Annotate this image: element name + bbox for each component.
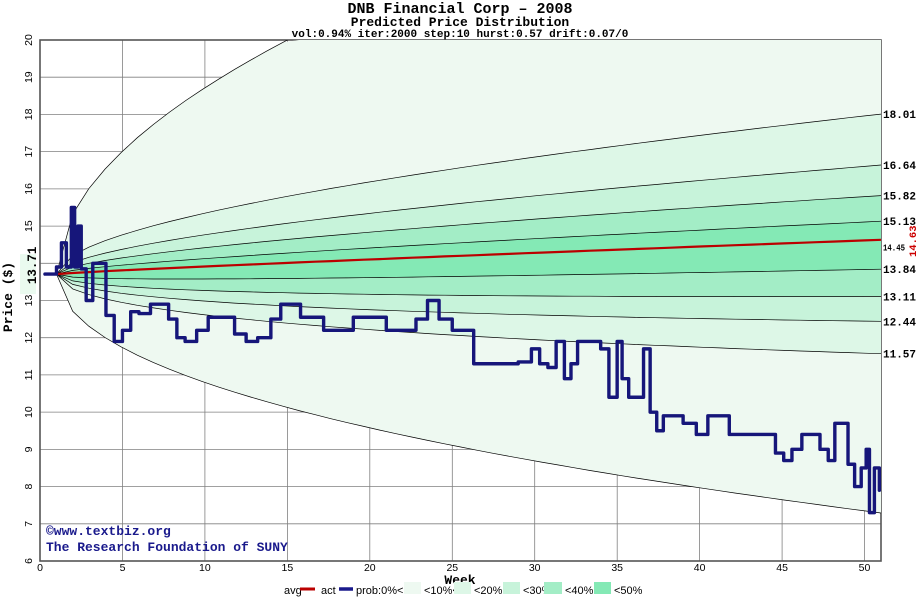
svg-text:<10%<: <10%< [424, 585, 459, 597]
svg-text:15: 15 [23, 220, 35, 232]
svg-text:0: 0 [37, 562, 43, 574]
svg-text:11: 11 [23, 369, 35, 380]
svg-text:10: 10 [23, 406, 35, 418]
svg-text:50: 50 [859, 562, 871, 574]
svg-text:prob:0%<: prob:0%< [356, 585, 403, 597]
svg-text:16.64: 16.64 [883, 161, 916, 173]
svg-text:The Research Foundation of SUN: The Research Foundation of SUNY [46, 540, 288, 555]
svg-text:6: 6 [23, 558, 35, 564]
svg-text:11.57: 11.57 [883, 350, 916, 362]
svg-text:13.84: 13.84 [883, 265, 916, 277]
svg-text:7: 7 [23, 521, 35, 527]
svg-text:8: 8 [23, 484, 35, 490]
svg-text:12.44: 12.44 [883, 317, 916, 329]
svg-text:19: 19 [23, 71, 35, 83]
svg-text:5: 5 [120, 562, 126, 574]
svg-text:30: 30 [529, 562, 541, 574]
svg-text:13.71: 13.71 [26, 247, 40, 285]
svg-text:18: 18 [23, 108, 35, 120]
svg-text:9: 9 [23, 446, 35, 452]
svg-text:act: act [321, 585, 336, 597]
svg-text:15: 15 [282, 562, 294, 574]
svg-text:20: 20 [364, 562, 376, 574]
svg-text:avg: avg [284, 585, 302, 597]
svg-text:17: 17 [23, 146, 35, 158]
svg-text:45: 45 [776, 562, 788, 574]
svg-text:10: 10 [199, 562, 211, 574]
svg-text:Price ($): Price ($) [1, 262, 16, 332]
svg-text:©www.textbiz.org: ©www.textbiz.org [46, 524, 171, 539]
svg-text:15.82: 15.82 [883, 192, 916, 204]
svg-text:16: 16 [23, 183, 35, 195]
svg-text:18.01: 18.01 [883, 110, 916, 122]
svg-text:35: 35 [611, 562, 623, 574]
svg-text:12: 12 [23, 332, 35, 344]
svg-text:40: 40 [694, 562, 706, 574]
svg-text:20: 20 [23, 34, 35, 46]
svg-text:13: 13 [23, 295, 35, 307]
svg-text:<50%: <50% [614, 585, 643, 597]
svg-text:13.11: 13.11 [883, 292, 916, 304]
svg-text:14.63: 14.63 [908, 225, 920, 257]
svg-text:14.45: 14.45 [883, 244, 905, 254]
